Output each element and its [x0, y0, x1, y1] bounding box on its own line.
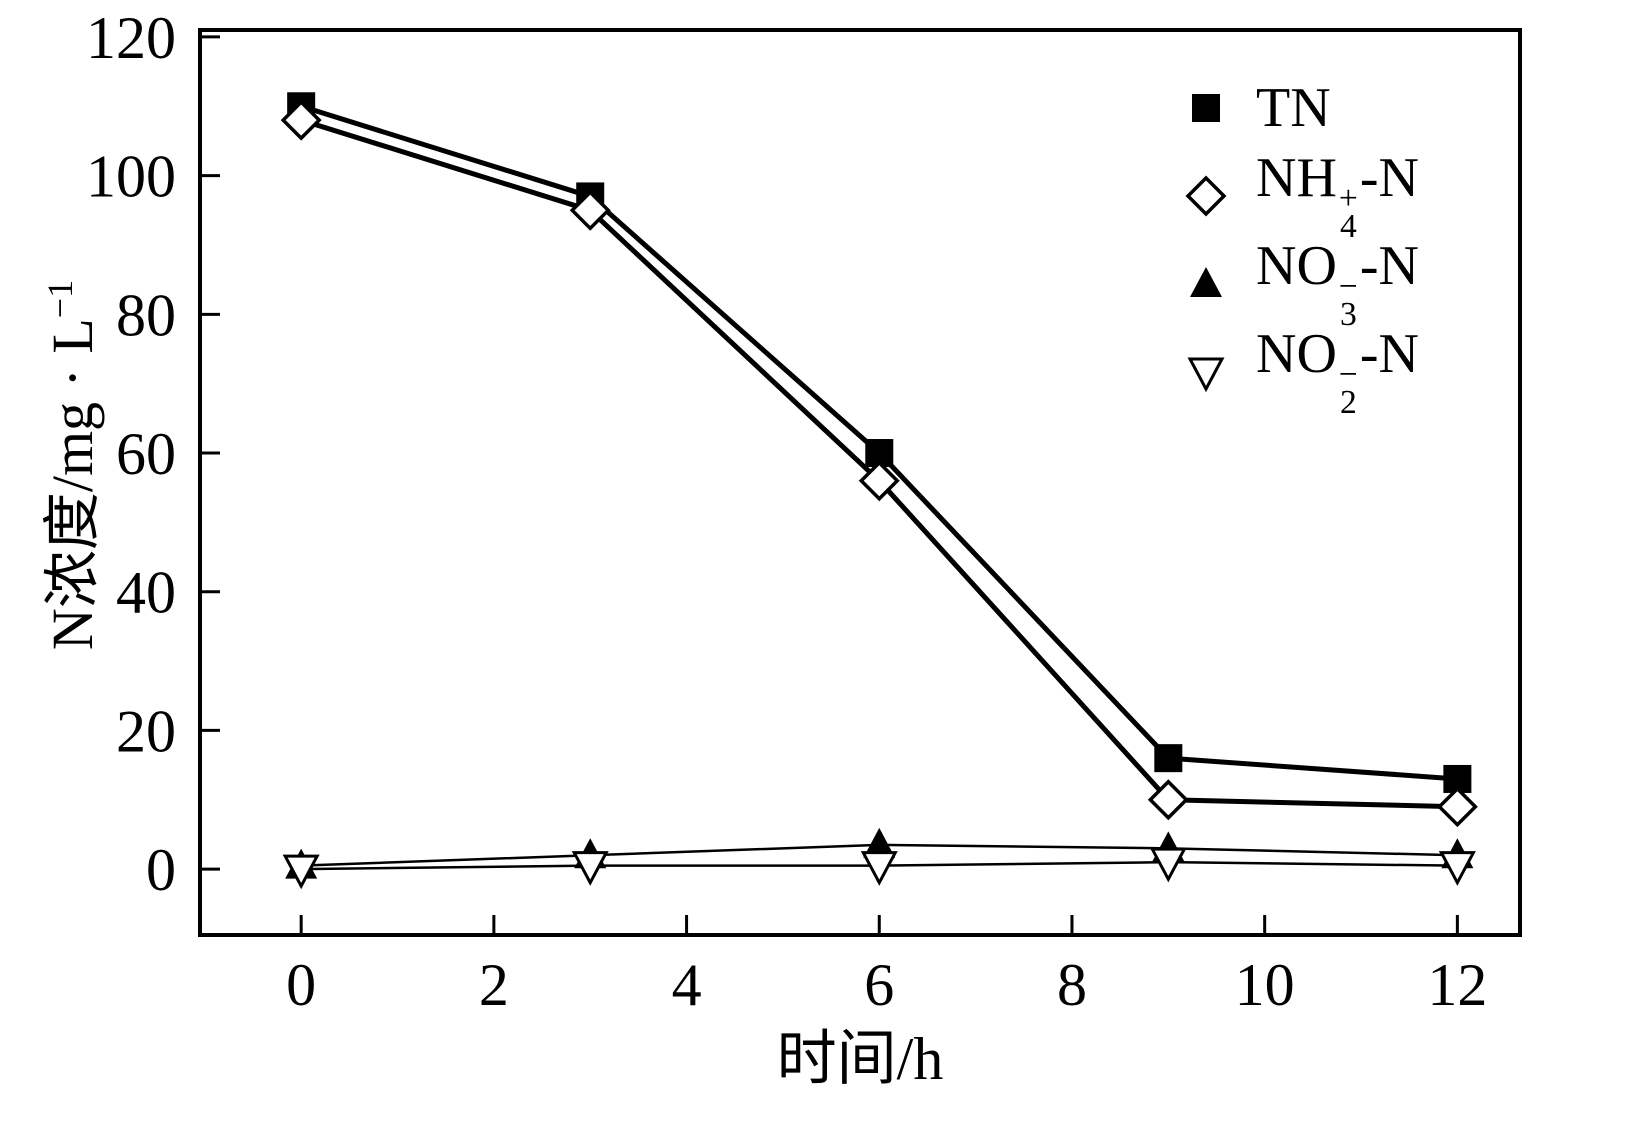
sub-sup-stack: −2	[1338, 355, 1358, 422]
open-diamond-marker-nh4-n	[1436, 786, 1478, 828]
open-triangle-down-icon	[1187, 357, 1225, 393]
x-tick-label: 2	[479, 952, 509, 1018]
legend-item-tn: TN	[1178, 72, 1419, 144]
x-tick-label: 4	[672, 952, 702, 1018]
filled-triangle-up-marker-no3-n	[863, 827, 896, 858]
y-tick-label: 0	[146, 837, 176, 903]
y-axis-title-superscript: −1	[40, 279, 81, 319]
open-triangle-down-marker-no2-n	[282, 854, 320, 890]
filled-triangle-up-glyph	[1190, 267, 1222, 297]
x-tick-label: 12	[1427, 952, 1487, 1018]
legend-item-no2-n: NO −2 -N	[1178, 326, 1419, 419]
open-triangle-down-glyph	[1187, 357, 1225, 393]
y-tick-label: 80	[116, 282, 176, 348]
x-tick-label: 8	[1057, 952, 1087, 1018]
open-triangle-down-marker-no2-n	[1149, 847, 1187, 883]
y-axis-title-text: N浓度/mg · L	[40, 318, 105, 651]
sub-sup-stack: +4	[1338, 179, 1358, 246]
legend-item-nh4-n: NH +4 -N	[1178, 150, 1419, 243]
y-tick-label: 40	[116, 560, 176, 626]
filled-square-marker-tn	[1154, 744, 1183, 773]
open-diamond-icon	[1185, 175, 1227, 217]
legend-label-no3-n: NO −3 -N	[1256, 235, 1419, 334]
open-diamond-marker-nh4-n	[280, 99, 322, 141]
y-tick-label: 20	[116, 698, 176, 764]
open-diamond-glyph	[1185, 175, 1227, 217]
y-axis-title: N浓度/mg · L−1	[25, 15, 105, 915]
legend: TN NH +4 -N NO −3 -N NO −2 -N	[1178, 72, 1419, 419]
open-diamond-marker-nh4-n	[569, 189, 611, 231]
legend-item-no3-n: NO −3 -N	[1178, 238, 1419, 331]
x-tick-label: 10	[1235, 952, 1295, 1018]
legend-label-no2-n: NO −2 -N	[1256, 323, 1419, 422]
sub-sup-stack: −3	[1338, 267, 1358, 334]
x-tick-label: 6	[864, 952, 894, 1018]
filled-triangle-up-icon	[1190, 267, 1222, 297]
y-tick-label: 120	[86, 5, 176, 71]
open-triangle-down-marker-no2-n	[860, 851, 898, 886]
y-tick-label: 100	[86, 144, 176, 210]
filled-square-icon	[1192, 94, 1220, 122]
x-axis-title: 时间/h	[776, 1026, 944, 1092]
open-triangle-down-marker-no2-n	[1438, 851, 1476, 886]
x-tick-label: 0	[286, 952, 316, 1018]
open-diamond-marker-nh4-n	[1147, 779, 1189, 821]
y-tick-label: 60	[116, 421, 176, 487]
open-diamond-marker-nh4-n	[858, 460, 900, 502]
open-triangle-down-marker-no2-n	[571, 851, 609, 886]
legend-label-tn: TN	[1256, 77, 1331, 139]
filled-square-glyph	[1192, 94, 1220, 122]
plot-border	[198, 28, 1522, 937]
legend-label-nh4-n: NH +4 -N	[1256, 147, 1419, 246]
